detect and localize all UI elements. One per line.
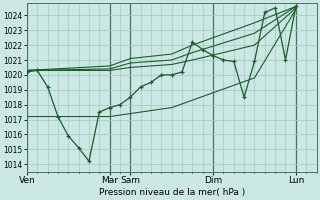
X-axis label: Pression niveau de la mer( hPa ): Pression niveau de la mer( hPa ) (99, 188, 245, 197)
